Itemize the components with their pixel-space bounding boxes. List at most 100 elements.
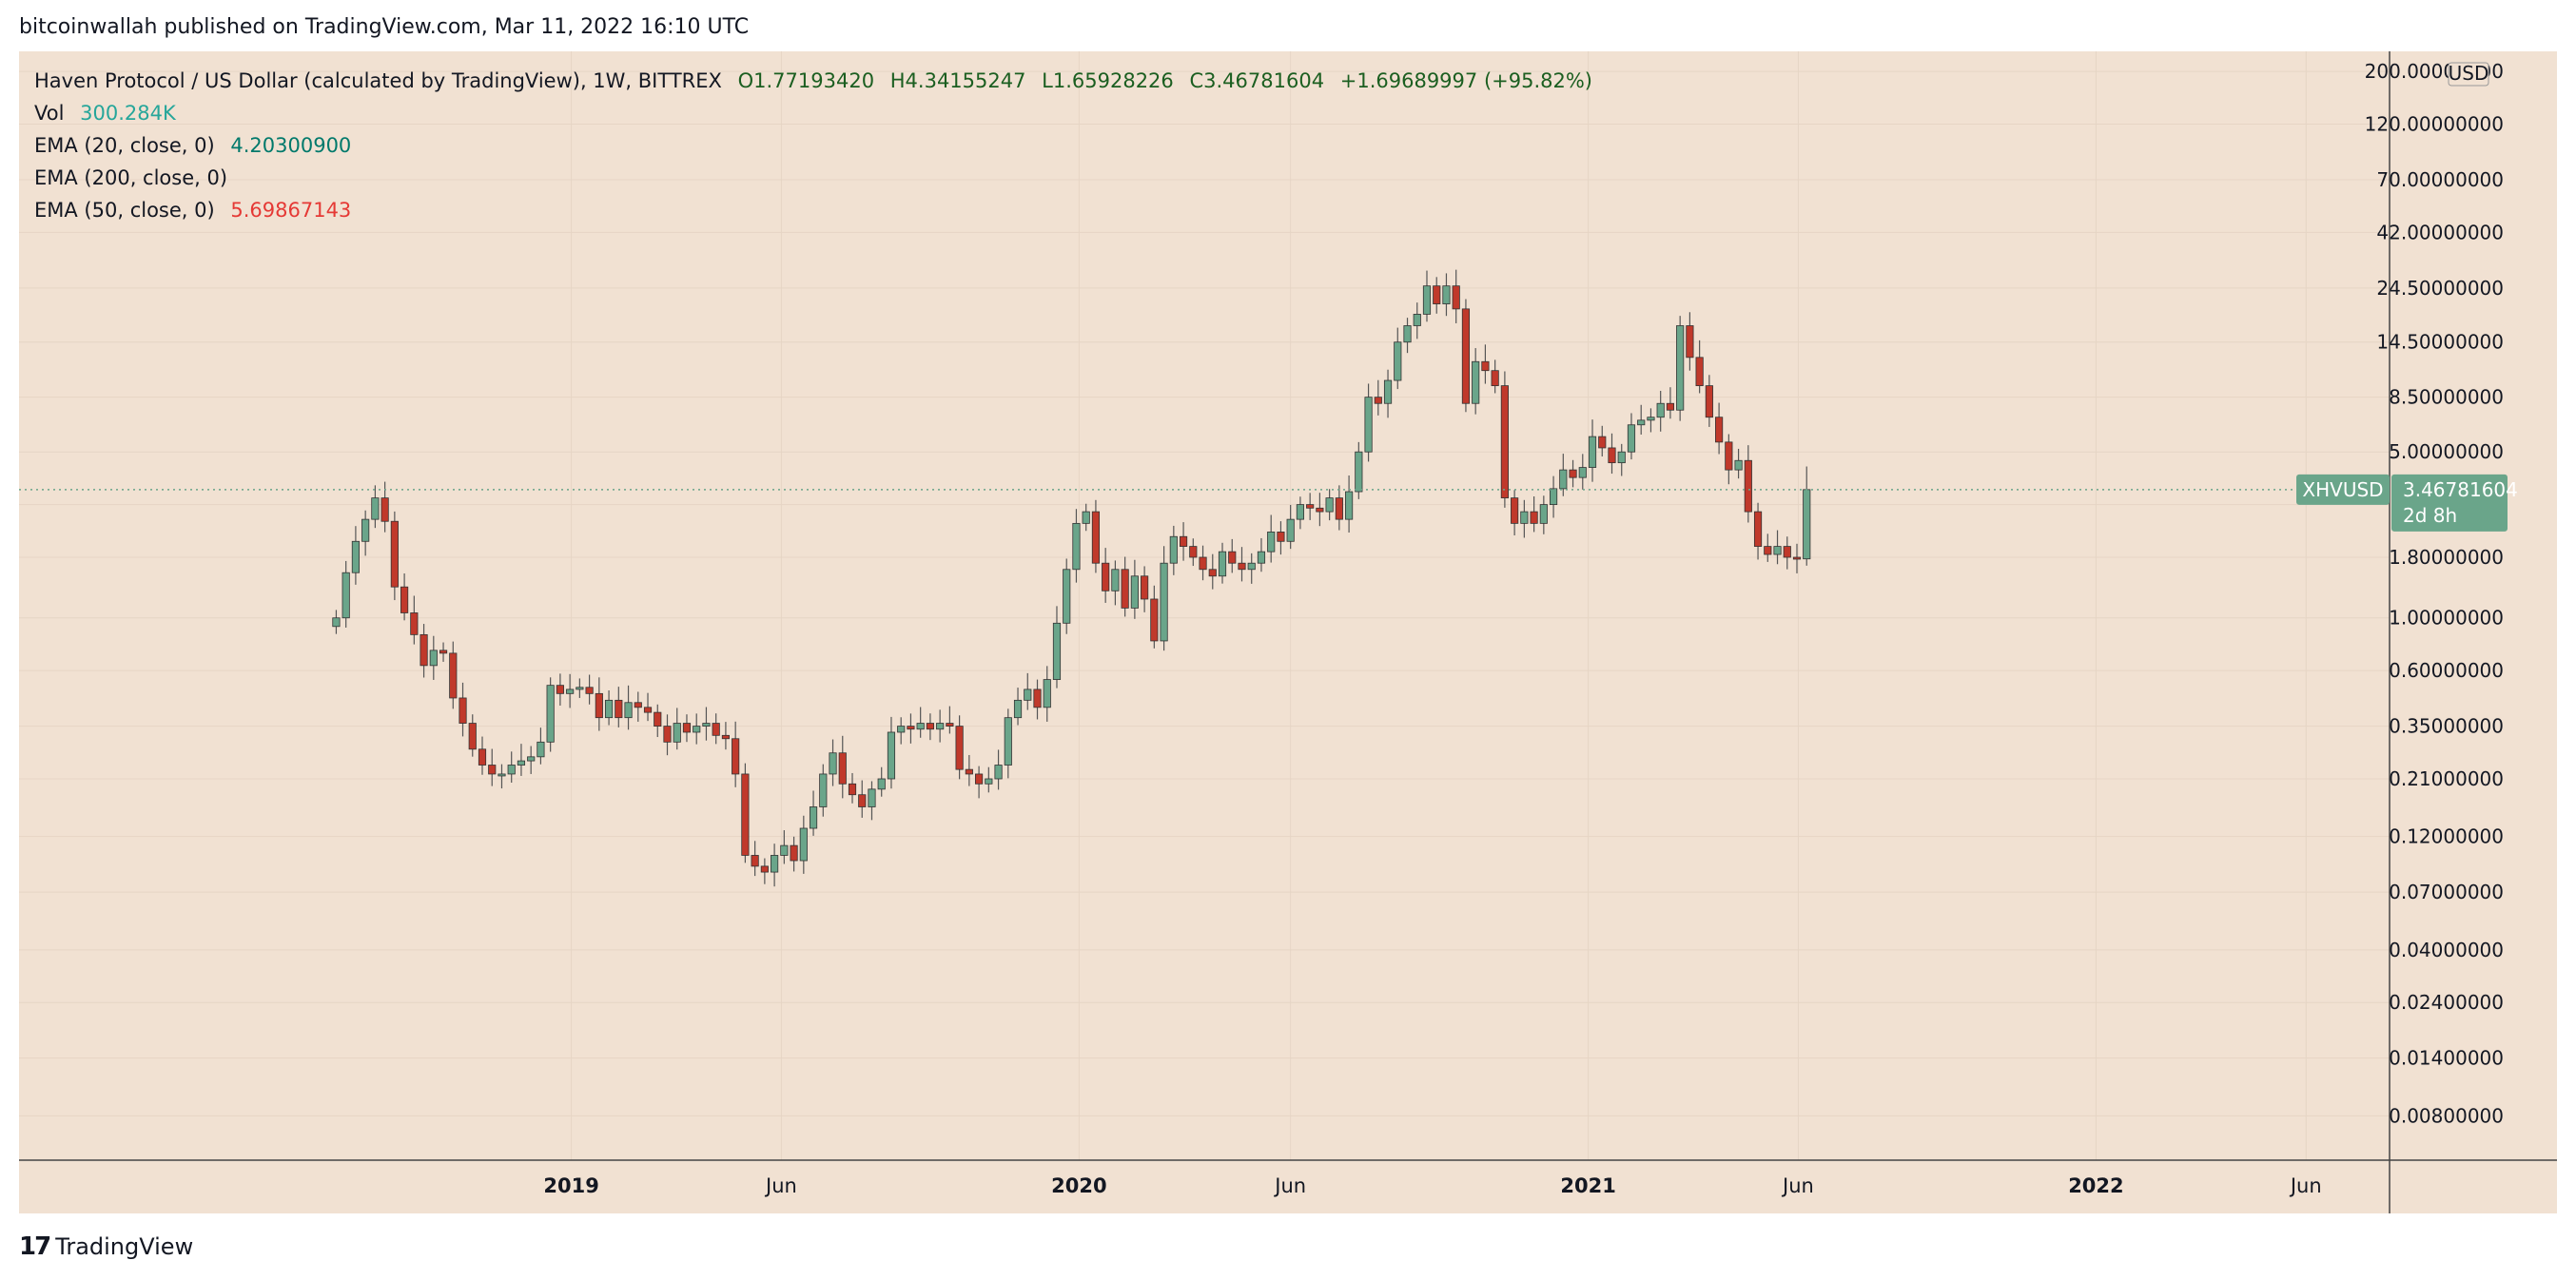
chart-area[interactable]: 200.00000000 120.00000000 70.00000000 42.00…	[19, 51, 2557, 1213]
candle-body	[1306, 504, 1315, 509]
candle-body	[1753, 511, 1763, 547]
candle-body	[1383, 379, 1393, 404]
candle-body	[926, 723, 934, 730]
candle-body	[1695, 357, 1704, 386]
candle-body	[507, 765, 516, 775]
legend-ema50-row[interactable]: EMA (50, close, 0) 5.69867143	[34, 194, 1592, 226]
candle-body	[595, 692, 603, 719]
y-tick-label: 0.07000000	[2389, 881, 2504, 903]
candle-body	[1588, 436, 1597, 468]
candle-body	[517, 760, 526, 766]
candle-body	[1072, 522, 1081, 571]
candle-body	[741, 773, 750, 856]
candle-body	[1277, 532, 1285, 542]
candle-body	[809, 806, 818, 829]
legend-ema20-value: 4.20300900	[230, 134, 352, 157]
y-tick-label: 0.02400000	[2389, 991, 2504, 1014]
candle-body	[1082, 511, 1090, 524]
candle-body	[1422, 285, 1432, 315]
y-tick-label: 0.60000000	[2389, 659, 2504, 682]
legend-ema200-row[interactable]: EMA (200, close, 0)	[34, 162, 1592, 194]
candle-body	[1403, 325, 1412, 343]
x-tick-label: 2021	[1560, 1174, 1615, 1197]
candle-body	[1578, 467, 1587, 478]
candle-body	[1539, 504, 1548, 524]
candle-body	[799, 827, 808, 862]
candle-body	[342, 572, 350, 619]
symbol-tag	[2296, 474, 2390, 505]
candle-body	[1617, 451, 1626, 464]
candle-body	[1345, 491, 1354, 520]
tradingview-logo[interactable]: 17 TradingView	[19, 1232, 193, 1261]
candle-body	[1091, 511, 1101, 564]
candle-body	[654, 711, 662, 727]
candle-body	[985, 778, 993, 785]
candle-body	[1433, 285, 1441, 304]
price-tag-text: 3.46781604	[2403, 478, 2518, 501]
candle-body	[1481, 360, 1490, 372]
y-tick-label: 42.00000000	[2376, 221, 2504, 243]
candle-body	[1130, 575, 1139, 609]
legend-ema200-label: EMA (200, close, 0)	[34, 166, 228, 189]
published-line: bitcoinwallah published on TradingView.c…	[19, 15, 750, 39]
candle-body	[1208, 569, 1217, 577]
candle-body	[1744, 459, 1752, 513]
candle-body	[1179, 535, 1188, 547]
x-tick-label: 2019	[543, 1174, 598, 1197]
y-tick-label: 0.35000000	[2389, 715, 2504, 738]
candle-body	[1647, 417, 1655, 421]
candlestick-chart[interactable]: 200.00000000120.0000000070.0000000042.00…	[19, 51, 2557, 1213]
candle-body	[1491, 370, 1499, 386]
candle-body	[1043, 679, 1051, 708]
candle-body	[673, 723, 681, 743]
candle-body	[332, 617, 341, 628]
candle-body	[429, 650, 438, 667]
legend-vol-label: Vol	[34, 102, 65, 125]
candle-body	[897, 726, 906, 733]
x-tick-label: Jun	[764, 1174, 797, 1197]
candle-body	[790, 844, 798, 862]
candle-body	[1676, 325, 1685, 411]
candle-body	[1141, 575, 1149, 600]
x-tick-label: 2022	[2068, 1174, 2123, 1197]
candle-body	[1549, 488, 1558, 506]
candle-body	[604, 699, 614, 719]
candle-body	[751, 855, 759, 867]
chart-legend: Haven Protocol / US Dollar (calculated b…	[34, 65, 1592, 226]
candle-body	[371, 497, 380, 520]
candle-body	[936, 723, 945, 730]
candle-body	[1121, 569, 1129, 609]
candle-body	[624, 702, 633, 719]
legend-vol-value: 300.284K	[80, 102, 176, 125]
candle-body	[663, 726, 672, 743]
legend-vol-row[interactable]: Vol 300.284K	[34, 97, 1592, 129]
candle-body	[468, 723, 477, 750]
candle-body	[1355, 451, 1363, 493]
candle-body	[351, 540, 360, 573]
candle-body	[1111, 569, 1120, 592]
y-tick-label: 1.80000000	[2389, 546, 2504, 569]
candle-body	[732, 738, 740, 775]
candle-body	[907, 726, 915, 730]
symbol-tag-text: XHVUSD	[2302, 478, 2383, 501]
candle-body	[1637, 419, 1646, 426]
candle-body	[1335, 497, 1343, 520]
y-tick-label: 0.21000000	[2389, 767, 2504, 790]
candle-body	[449, 652, 458, 699]
candle-body	[877, 778, 886, 790]
candle-body	[1725, 441, 1733, 471]
candle-body	[858, 794, 867, 807]
legend-ema20-row[interactable]: EMA (20, close, 0) 4.20300900	[34, 129, 1592, 162]
candle-body	[1257, 551, 1266, 564]
candle-body	[478, 748, 487, 766]
candle-body	[819, 773, 828, 807]
candle-body	[1413, 314, 1421, 326]
candle-body	[1228, 551, 1237, 564]
candle-body	[420, 633, 428, 667]
candle-body	[643, 707, 653, 713]
candle-body	[1792, 556, 1802, 560]
candle-body	[410, 612, 419, 635]
candle-body	[916, 723, 925, 730]
candle-body	[1559, 469, 1568, 490]
candle-body	[1598, 436, 1607, 449]
